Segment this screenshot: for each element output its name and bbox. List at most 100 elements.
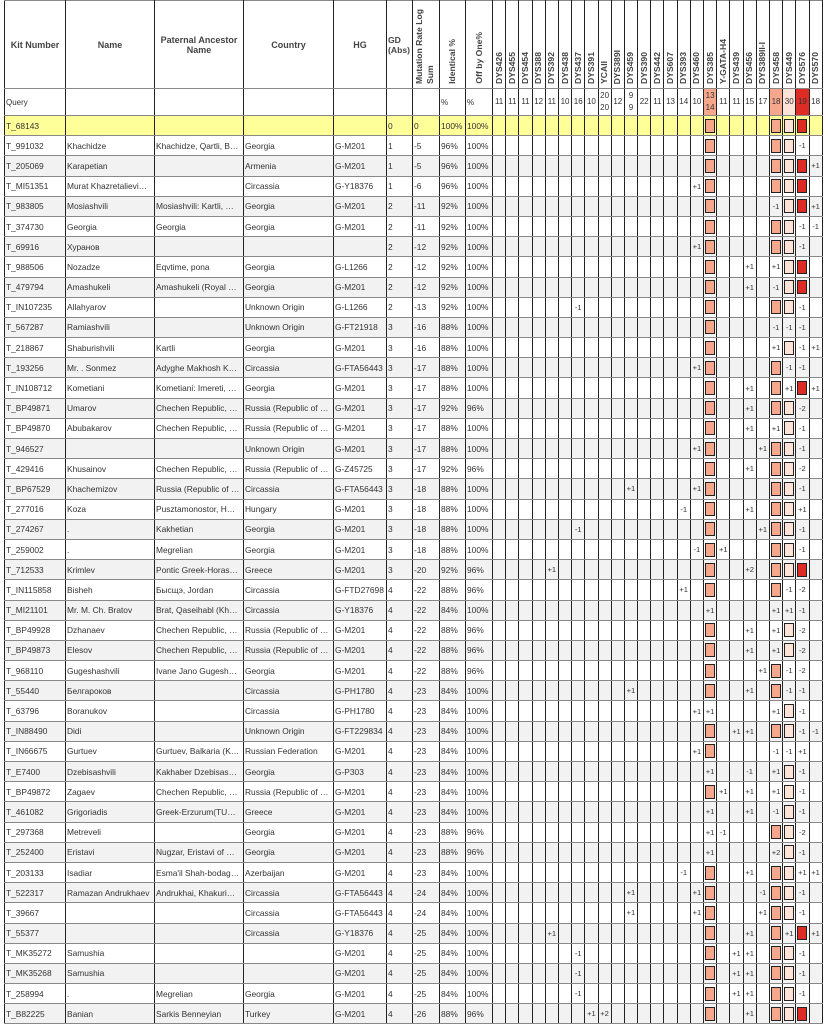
table-row[interactable]: T_522317 Ramazan Andrukhaev Andrukhai, Kha… xyxy=(4,882,823,904)
table-row[interactable]: T_983805 Mosiashvili Mosiashvili: Kartli, … xyxy=(4,195,823,217)
col-header-hg[interactable]: HG xyxy=(333,0,387,89)
cell-kit-number[interactable]: T_IN66675 xyxy=(4,740,66,763)
col-header-off-by-one[interactable]: Off by One% xyxy=(465,0,493,89)
table-row[interactable]: T_297368 Metreveli Georgia G-M201 4 -23 88% 96%… xyxy=(4,821,823,843)
cell-kit-number[interactable]: T_MK35268 xyxy=(4,962,66,985)
col-header-kit-number[interactable]: Kit Number xyxy=(4,0,66,89)
col-header-dys458[interactable]: DYS458 xyxy=(768,0,784,89)
cell-kit-number[interactable]: T_69916 xyxy=(4,236,66,258)
table-row[interactable]: T_55377 Circassia G-Y18376 4 -25 84% 100% +1 +1 +… xyxy=(4,922,823,944)
cell-kit-number[interactable]: T_218867 xyxy=(4,337,66,359)
col-header-dys449[interactable]: DYS449 xyxy=(782,0,797,89)
table-row[interactable]: T_479794 Amashukeli Amashukeli (Royal … Geo… xyxy=(4,276,823,298)
cell-kit-number[interactable]: T_252400 xyxy=(4,841,66,863)
cell-kit-number[interactable]: T_203133 xyxy=(4,861,66,884)
cell-kit-number[interactable]: T_BP67529 xyxy=(4,478,66,500)
col-header-dys392[interactable]: DYS392 xyxy=(544,0,559,89)
col-header-identical[interactable]: Identical % xyxy=(439,0,466,89)
table-row[interactable]: T_BP49872 Zagaev Chechen Republic, … Russia… xyxy=(4,781,823,803)
col-header-dys389i[interactable]: DYS389I xyxy=(610,0,625,89)
table-row[interactable]: T_BP49871 Umarov Chechen Republic, … Russia… xyxy=(4,397,823,419)
cell-kit-number[interactable]: T_205069 xyxy=(4,155,66,177)
cell-kit-number[interactable]: T_B82225 xyxy=(4,1003,66,1024)
table-row[interactable]: T_BP49870 Abubakarov Chechen Republic, … Ru… xyxy=(4,417,823,440)
cell-kit-number[interactable]: T_374730 xyxy=(4,215,66,238)
cell-kit-number[interactable]: T_IN108712 xyxy=(4,377,66,399)
table-row[interactable]: T_55440 Белгароков Circassia G-PH1780 4 -23 84… xyxy=(4,680,823,702)
col-header-dys455[interactable]: DYS455 xyxy=(505,0,520,89)
table-row[interactable]: T_63796 Boranukov Circassia G-PH1780 4 -23 84%… xyxy=(4,700,823,722)
table-row[interactable]: T_218867 Shaburishvili Kartli Georgia G-M201… xyxy=(4,337,823,359)
col-header-ycaii[interactable]: YCAII xyxy=(597,0,612,89)
table-row[interactable]: T_988506 Nozadze Eqvtime, pona Georgia G-L12… xyxy=(4,256,823,278)
cell-kit-number[interactable]: T_567287 xyxy=(4,316,66,339)
cell-kit-number[interactable]: T_297368 xyxy=(4,821,66,843)
col-header-dys459[interactable]: DYS459 xyxy=(623,0,639,89)
cell-kit-number[interactable]: T_193256 xyxy=(4,357,66,379)
col-header-dys389ii-i[interactable]: DYS389II-I xyxy=(755,0,770,89)
col-header-dys426[interactable]: DYS426 xyxy=(491,0,507,89)
col-header-dys388[interactable]: DYS388 xyxy=(531,0,546,89)
table-row[interactable]: T_MI21101 Mr. M. Ch. Bratov Brat, Qaseihab… xyxy=(4,599,823,621)
table-row[interactable]: T_205069 Karapetian Armenia G-M201 1 -5 96% 100… xyxy=(4,155,823,177)
cell-kit-number[interactable]: T_39667 xyxy=(4,902,66,924)
cell-kit-number[interactable]: T_BP49870 xyxy=(4,417,66,440)
table-row[interactable]: T_69916 Хуранов 2 -12 92% 100% +1 -1 xyxy=(4,236,823,258)
table-row[interactable]: T_39667 Circassia G-FTA56443 4 -24 84% 100% +1 +… xyxy=(4,902,823,924)
cell-kit-number[interactable]: T_712533 xyxy=(4,559,66,581)
cell-kit-number[interactable]: T_BP49928 xyxy=(4,619,66,641)
table-row[interactable]: T_MI51351 Murat Khazretalievi… Circassia G-… xyxy=(4,175,823,197)
col-header-dys570[interactable]: DYS570 xyxy=(808,0,823,89)
col-header-y-gata-h4[interactable]: Y-GATA-H4 xyxy=(716,0,731,89)
table-row[interactable]: T_203133 Isadiar Esma'il Shah-bodag… Azerba… xyxy=(4,861,823,884)
cell-kit-number[interactable]: T_991032 xyxy=(4,135,66,157)
cell-kit-number[interactable]: T_BP49873 xyxy=(4,639,66,662)
cell-kit-number[interactable]: T_IN107235 xyxy=(4,296,66,318)
table-row[interactable]: T_461082 Grigoriadis Greek-Erzurum(TU… Gree… xyxy=(4,801,823,823)
table-row[interactable]: T_MK35272 Samushia G-M201 4 -25 84% 100% -1 +1 +1… xyxy=(4,942,823,964)
cell-kit-number[interactable]: T_259002 xyxy=(4,538,66,561)
col-header-name[interactable]: Name xyxy=(65,0,155,89)
table-row[interactable]: T_MK35268 Samushia G-M201 4 -25 84% 100% -1 +1 +1… xyxy=(4,962,823,985)
table-row[interactable]: T_712533 Krimlev Pontic Greek-Horas… Greece… xyxy=(4,559,823,581)
col-header-dys390[interactable]: DYS390 xyxy=(637,0,652,89)
cell-kit-number[interactable]: T_946527 xyxy=(4,437,66,460)
col-header-dys438[interactable]: DYS438 xyxy=(557,0,573,89)
table-row[interactable]: T_991032 Khachidze Khachidze, Qartli, B… Ge… xyxy=(4,135,823,157)
cell-kit-number[interactable]: T_258994 xyxy=(4,983,66,1005)
table-row[interactable]: T_946527 Unknown Origin G-M201 3 -17 88% 100% +… xyxy=(4,437,823,460)
cell-kit-number[interactable]: T_E7400 xyxy=(4,760,66,783)
table-row[interactable]: T_429416 Khusainov Chechen Republic, … Russ… xyxy=(4,458,823,480)
cell-kit-number[interactable]: T_988506 xyxy=(4,256,66,278)
table-row[interactable]: T_277016 Koza Pusztamonostor, H… Hungary G-M… xyxy=(4,498,823,520)
col-header-dys460[interactable]: DYS460 xyxy=(689,0,705,89)
table-row[interactable]: T_BP67529 Khachemizov Russia (Republic of … xyxy=(4,478,823,500)
table-row[interactable]: T_IN108712 Kometiani Kometiani: Imereti, …… xyxy=(4,377,823,399)
cell-kit-number[interactable]: T_522317 xyxy=(4,882,66,904)
cell-kit-number[interactable]: T_983805 xyxy=(4,195,66,217)
col-header-dys439[interactable]: DYS439 xyxy=(729,0,744,89)
cell-kit-number[interactable]: T_461082 xyxy=(4,801,66,823)
table-row[interactable]: T_IN66675 Gurtuev Gurtuev, Balkaria (K… Rus… xyxy=(4,740,823,763)
table-row[interactable]: T_IN88490 Didi Unknown Origin G-FT229834 4 -2… xyxy=(4,720,823,742)
cell-kit-number[interactable]: T_63796 xyxy=(4,700,66,722)
cell-kit-number[interactable]: T_IN115858 xyxy=(4,579,66,601)
table-row[interactable]: T_B82225 Banian Sarkis Benneyian Turkey G-M2… xyxy=(4,1003,823,1024)
col-header-dys442[interactable]: DYS442 xyxy=(650,0,665,89)
cell-kit-number[interactable]: T_479794 xyxy=(4,276,66,298)
cell-kit-number[interactable]: T_MI51351 xyxy=(4,175,66,197)
col-header-gd[interactable]: GD (Abs) xyxy=(386,0,413,89)
col-header-country[interactable]: Country xyxy=(243,0,334,89)
cell-kit-number[interactable]: T_55377 xyxy=(4,922,66,944)
cell-kit-number[interactable]: T_277016 xyxy=(4,498,66,520)
table-row[interactable]: T_567287 Ramiashvili Unknown Origin G-FT219… xyxy=(4,316,823,339)
table-row[interactable]: T_IN115858 Bisheh Бысщэ, Jordan Circassia G-… xyxy=(4,579,823,601)
cell-kit-number[interactable]: T_BP49872 xyxy=(4,781,66,803)
cell-kit-number[interactable]: T_MI21101 xyxy=(4,599,66,621)
cell-kit-number[interactable]: T_55440 xyxy=(4,680,66,702)
col-header-dys393[interactable]: DYS393 xyxy=(676,0,691,89)
cell-kit-number[interactable]: T_BP49871 xyxy=(4,397,66,419)
table-row[interactable]: T_68143 0 0 100% 100% xyxy=(4,114,823,137)
table-row[interactable]: T_258994. Megrelian Georgia G-M201 4 -25 84% 10… xyxy=(4,983,823,1005)
col-header-dys456[interactable]: DYS456 xyxy=(742,0,757,89)
